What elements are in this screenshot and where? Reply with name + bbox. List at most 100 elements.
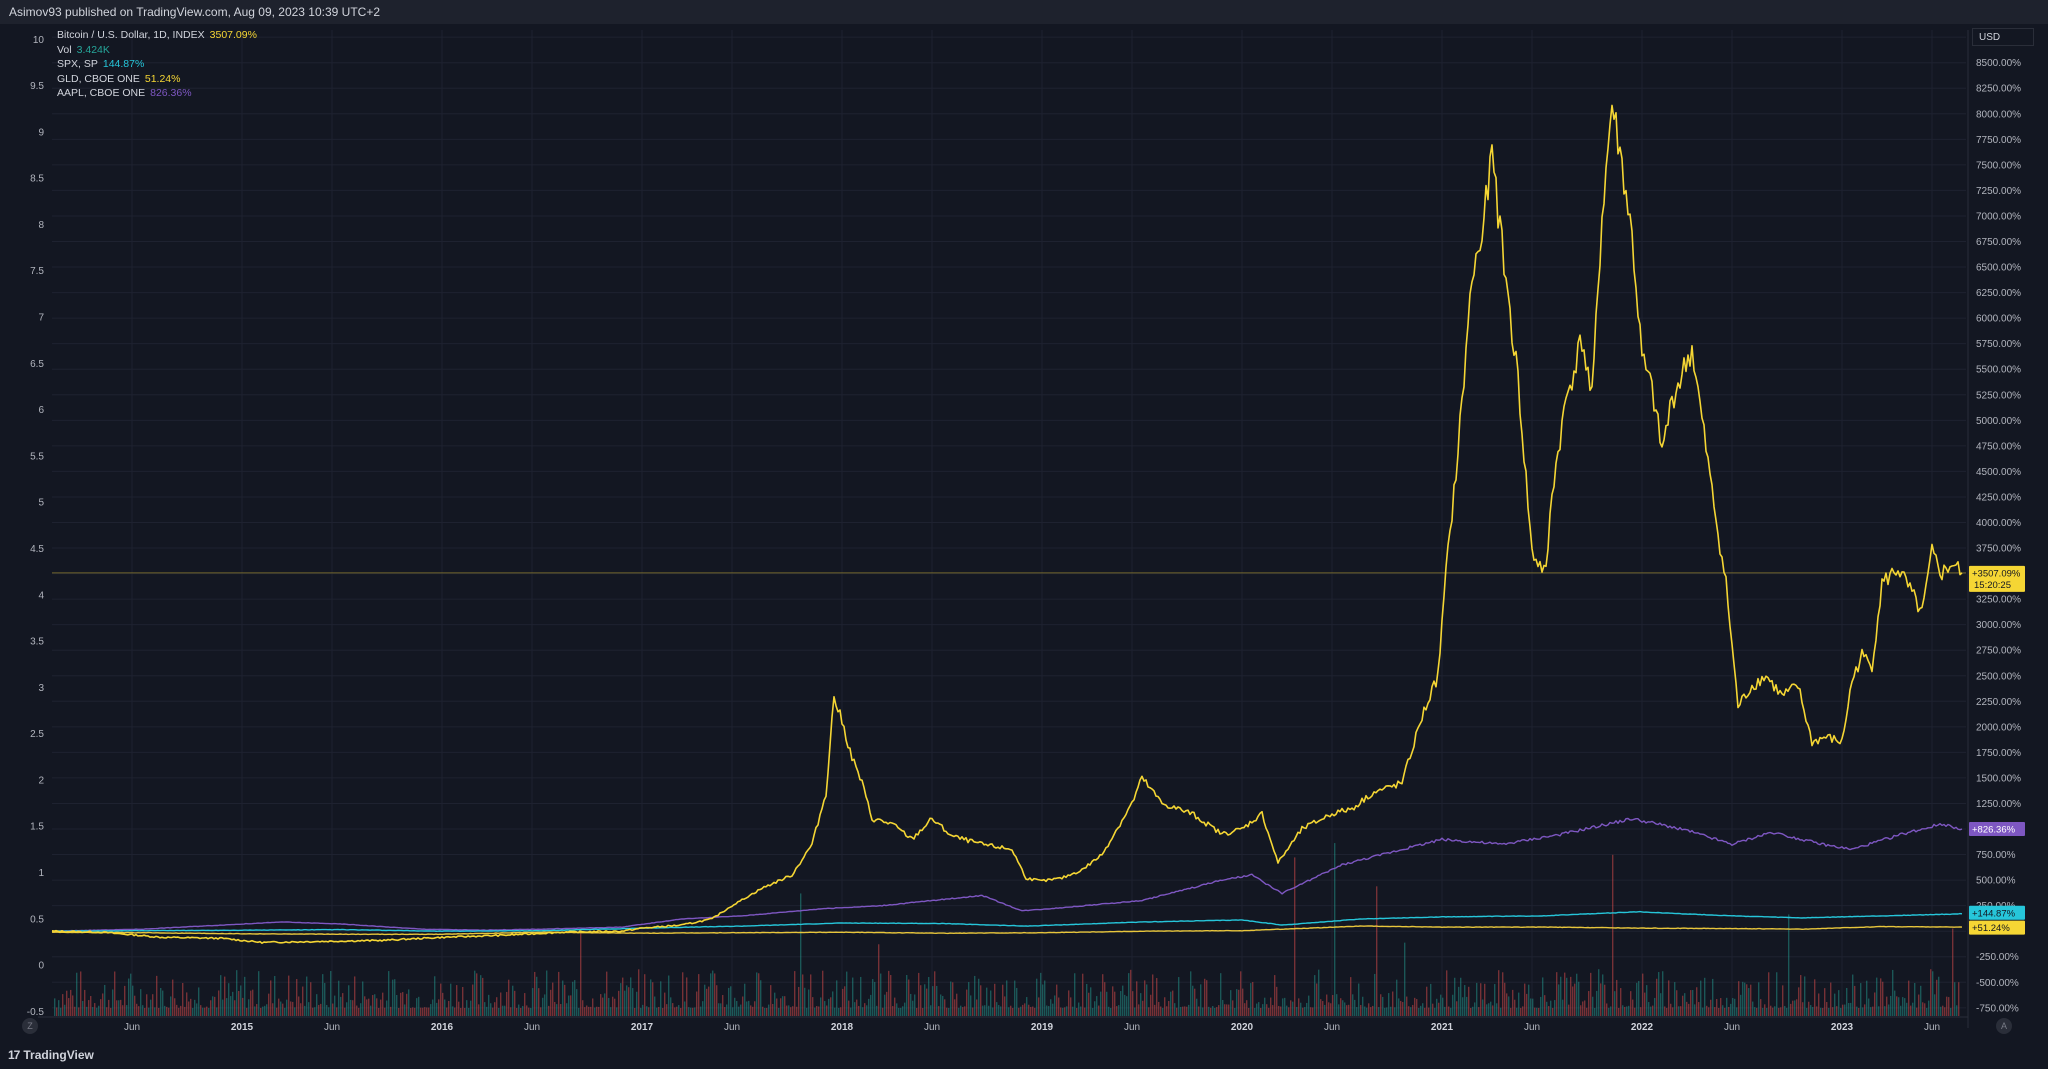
volume-bar	[482, 977, 484, 1016]
time-axis[interactable]: Jun 2015 Jun 2016 Jun 2017 Jun 2018 Jun 2019 Jun 20…	[38, 1016, 1968, 1033]
volume-bar	[528, 1007, 530, 1016]
volume-bar	[1820, 1007, 1822, 1016]
legend-vol[interactable]: Vol 3.424K	[57, 43, 110, 56]
volume-bar	[60, 1007, 62, 1016]
volume-bar	[1718, 1007, 1720, 1016]
volume-bar	[768, 1004, 770, 1016]
volume-bar	[538, 988, 540, 1016]
volume-bar	[386, 1000, 388, 1016]
volume-bar	[1410, 1007, 1412, 1016]
volume-bar	[1552, 1007, 1554, 1016]
volume-bar	[1950, 1007, 1952, 1016]
volume-bar	[836, 980, 838, 1016]
legend-aapl[interactable]: AAPL, CBOE ONE 826.36%	[57, 87, 192, 99]
volume-bar	[1944, 1007, 1946, 1016]
volume-bar	[1732, 998, 1734, 1016]
currency-button[interactable]: USD	[1972, 28, 2034, 46]
volume-bar	[268, 993, 270, 1016]
volume-bar	[1526, 993, 1528, 1016]
volume-bar	[1100, 991, 1102, 1016]
volume-bar	[320, 1003, 322, 1016]
volume-bar	[1028, 1004, 1030, 1016]
volume-bar	[1294, 857, 1296, 1016]
volume-bar	[102, 993, 104, 1016]
volume-bar	[1074, 973, 1076, 1016]
volume-bar	[1462, 997, 1464, 1016]
volume-bar	[660, 981, 662, 1016]
volume-bar	[1280, 1006, 1282, 1016]
volume-bar	[1942, 1005, 1944, 1016]
volume-bar	[1320, 999, 1322, 1016]
volume-bar	[946, 1007, 948, 1016]
volume-bar	[128, 978, 130, 1016]
volume-bar	[686, 977, 688, 1016]
volume-bar	[218, 990, 220, 1016]
volume-bar	[956, 993, 958, 1016]
volume-bar	[1186, 1006, 1188, 1016]
legend-gld[interactable]: GLD, CBOE ONE 51.24%	[57, 72, 181, 85]
volume-bar	[1694, 1004, 1696, 1016]
volume-bar	[1606, 1003, 1608, 1016]
volume-bar	[1394, 1007, 1396, 1016]
zoom-toggle-button[interactable]: Z	[22, 1018, 38, 1034]
volume-bar	[578, 1007, 580, 1016]
volume-bar	[1612, 854, 1614, 1016]
volume-bar	[170, 996, 172, 1016]
volume-bar	[368, 998, 370, 1016]
volume-bar	[1492, 1005, 1494, 1016]
volume-bar	[826, 1005, 828, 1016]
volume-bar	[506, 991, 508, 1016]
legend-spx[interactable]: SPX, SP 144.87%	[57, 58, 145, 70]
volume-bar	[606, 971, 608, 1016]
volume-bar	[350, 999, 352, 1016]
volume-bar	[276, 1007, 278, 1016]
volume-bar	[1894, 990, 1896, 1016]
volume-bar	[152, 994, 154, 1016]
right-price-axis[interactable]: 8750.00%8500.00%8250.00%8000.00%7750.00%…	[1967, 30, 2048, 1028]
volume-bar	[716, 985, 718, 1016]
volume-bar	[520, 1007, 522, 1016]
spx-badge: +144.87%	[1972, 908, 2016, 919]
volume-bar	[562, 980, 564, 1016]
legend-btc[interactable]: Bitcoin / U.S. Dollar, 1D, INDEX 3507.09%	[57, 29, 257, 41]
volume-bar	[1908, 980, 1910, 1016]
volume-bar	[316, 994, 318, 1016]
volume-bar	[1344, 1002, 1346, 1016]
right-axis-tick-label: 5500.00%	[1976, 365, 2021, 376]
volume-bar	[948, 1007, 950, 1016]
volume-bar	[382, 992, 384, 1016]
series-line	[51, 925, 1963, 936]
volume-bar	[1484, 983, 1486, 1016]
right-axis-tick-label: 5250.00%	[1976, 390, 2021, 401]
volume-bar	[1698, 1002, 1700, 1016]
volume-bar	[738, 1006, 740, 1016]
tradingview-logo[interactable]: 17 TradingView	[8, 1048, 94, 1062]
right-axis-tick-label: 500.00%	[1976, 876, 2016, 887]
volume-bar	[1140, 993, 1142, 1016]
volume-bar	[424, 1007, 426, 1016]
volume-bar	[1602, 974, 1604, 1016]
auto-scale-button[interactable]: A	[1996, 1018, 2012, 1034]
series-line	[51, 817, 1963, 932]
volume-bar	[1396, 979, 1398, 1016]
volume-bar	[1586, 1007, 1588, 1016]
volume-bar	[1936, 979, 1938, 1016]
volume-bar	[1350, 977, 1352, 1016]
volume-bar	[1766, 1007, 1768, 1016]
volume-bar	[514, 990, 516, 1016]
right-axis-tick-label: 2750.00%	[1976, 646, 2021, 657]
volume-bar	[1316, 983, 1318, 1016]
btc-value-badge-background	[1969, 565, 2025, 592]
volume-bar	[426, 1007, 428, 1016]
volume-bar	[1788, 914, 1790, 1016]
volume-bar	[1372, 1005, 1374, 1016]
volume-bar	[294, 1007, 296, 1016]
volume-bar	[1622, 1005, 1624, 1016]
volume-bar	[526, 1005, 528, 1016]
volume-bar	[740, 1004, 742, 1016]
volume-bar	[976, 999, 978, 1016]
price-chart[interactable]: 10 9.5 9 8.5 8 7.5 7 6.5 6 5.5 5 4.5 4 3.5 3 2.5 2 1.5 1 0.…	[0, 24, 2048, 1042]
volume-bar	[1382, 996, 1384, 1016]
volume-bar	[406, 993, 408, 1016]
time-axis-tick-label: 2018	[831, 1022, 854, 1033]
